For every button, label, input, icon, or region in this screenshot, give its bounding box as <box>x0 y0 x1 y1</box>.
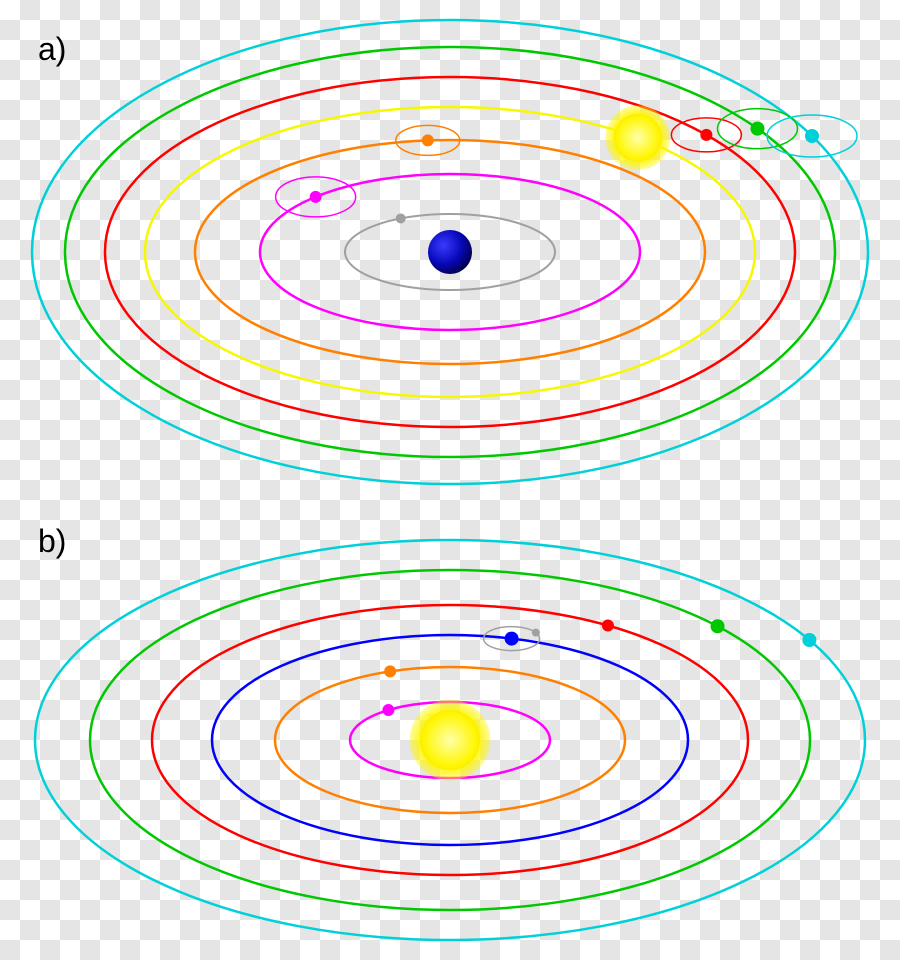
panel-a-geocentric <box>32 20 868 484</box>
planet-orange <box>384 665 396 677</box>
orbit-diagram: a) b) <box>0 0 900 960</box>
planet-cyan <box>805 129 819 143</box>
central-earth <box>428 230 472 274</box>
planet-green <box>750 122 764 136</box>
planet-cyan <box>802 633 816 647</box>
planet-magenta <box>382 704 394 716</box>
planet-orange <box>422 134 434 146</box>
planet-green <box>711 619 725 633</box>
orbiting-sun <box>614 114 662 162</box>
moon-dot <box>532 629 540 637</box>
central-sun <box>420 710 480 770</box>
panel-a-label: a) <box>38 31 66 67</box>
panel-b-heliocentric <box>35 540 865 940</box>
planet-red <box>700 129 712 141</box>
planet-blue <box>505 632 519 646</box>
panel-b-label: b) <box>38 523 66 559</box>
planet-magenta <box>310 191 322 203</box>
planet-red <box>602 620 614 632</box>
planet-gray <box>396 213 406 223</box>
